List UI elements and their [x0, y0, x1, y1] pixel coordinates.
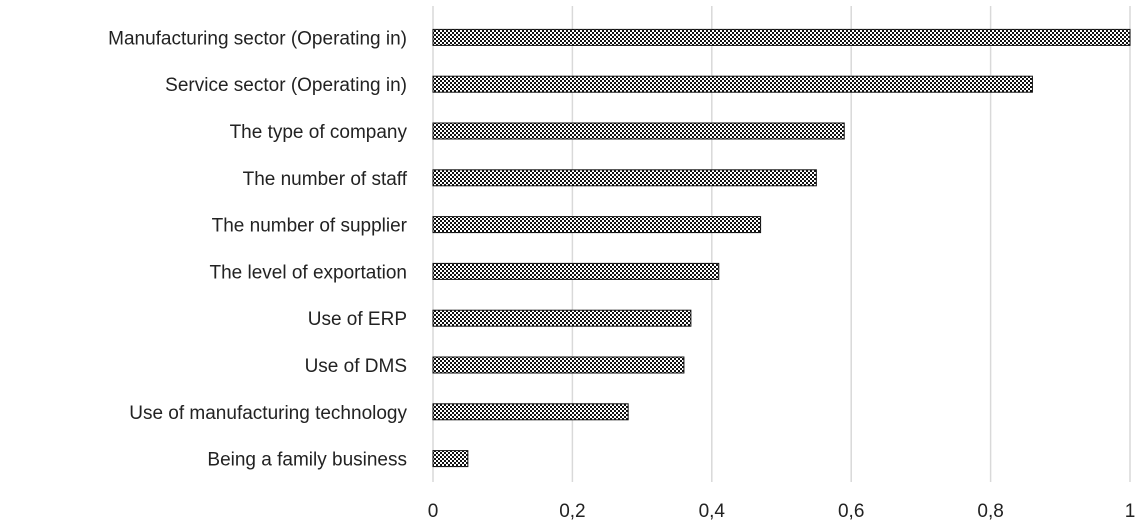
x-tick-label: 0,2 — [559, 501, 585, 522]
category-label: Use of manufacturing technology — [129, 403, 407, 424]
x-tick-label: 0 — [428, 501, 439, 522]
bar — [432, 28, 1131, 46]
bar — [432, 356, 685, 374]
bar — [432, 309, 692, 327]
category-label: Use of ERP — [308, 309, 407, 330]
x-tick-label: 0,6 — [838, 501, 864, 522]
x-tick-label: 0,8 — [977, 501, 1003, 522]
category-label: Use of DMS — [305, 356, 407, 377]
bar — [432, 450, 469, 468]
category-label: The number of supplier — [212, 216, 408, 237]
category-label: Being a family business — [207, 450, 407, 471]
bar — [432, 169, 817, 187]
category-label: The level of exportation — [209, 262, 407, 283]
category-label: The number of staff — [243, 169, 408, 190]
bar — [432, 403, 629, 421]
category-label: The type of company — [230, 122, 408, 143]
category-labels: Manufacturing sector (Operating in) Servi… — [108, 28, 408, 470]
x-tick-labels: 0 0,2 0,4 0,6 0,8 1 — [428, 501, 1136, 522]
category-label: Service sector (Operating in) — [165, 75, 407, 96]
bars — [432, 28, 1131, 468]
bar — [432, 262, 720, 280]
bar — [432, 216, 762, 234]
bar — [432, 122, 845, 140]
x-tick-label: 0,4 — [699, 501, 726, 522]
x-tick-label: 1 — [1125, 501, 1136, 522]
category-label: Manufacturing sector (Operating in) — [108, 28, 407, 49]
bar — [432, 75, 1033, 93]
